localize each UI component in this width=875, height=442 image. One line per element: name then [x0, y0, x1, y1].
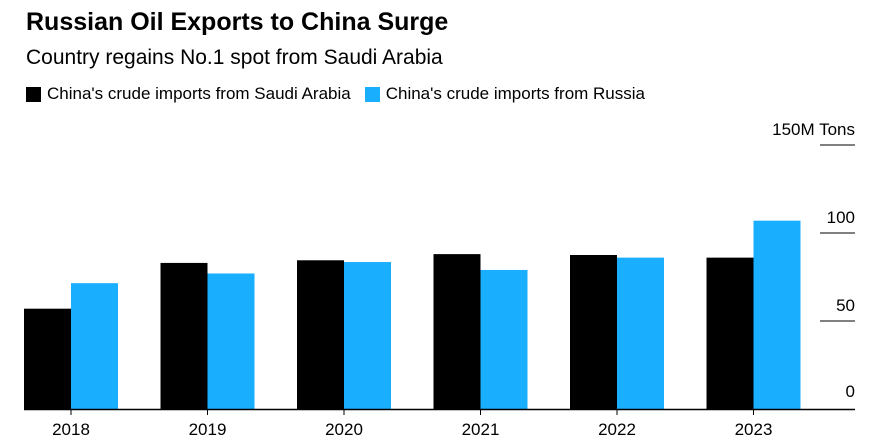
bar-russia-2020 [344, 262, 391, 409]
bar-russia-2019 [207, 273, 255, 409]
y-tick-label-100: 100 [827, 208, 855, 227]
bar-saudi-2023 [706, 257, 754, 409]
x-tick-label-2023: 2023 [735, 420, 773, 439]
legend-item-saudi: China's crude imports from Saudi Arabia [26, 84, 351, 104]
y-tick-label-50: 50 [836, 296, 855, 315]
x-tick-label-2021: 2021 [462, 420, 500, 439]
legend-label-saudi: China's crude imports from Saudi Arabia [47, 84, 351, 103]
chart-title: Russian Oil Exports to China Surge [26, 8, 449, 36]
x-tick-label-2018: 2018 [52, 420, 90, 439]
x-tick-label-2020: 2020 [325, 420, 363, 439]
chart-subtitle: Country regains No.1 spot from Saudi Ara… [26, 46, 443, 69]
x-tick-label-2022: 2022 [598, 420, 636, 439]
bar-saudi-2021 [433, 254, 481, 409]
bar-saudi-2020 [297, 260, 344, 409]
bar-russia-2018 [71, 283, 118, 409]
bar-saudi-2022 [570, 255, 617, 409]
legend-swatch-russia [364, 86, 380, 102]
legend-swatch-saudi [26, 86, 41, 102]
bar-russia-2023 [753, 220, 801, 409]
legend-label-russia: China's crude imports from Russia [385, 84, 645, 103]
y-tick-label-0: 0 [846, 382, 855, 401]
bar-russia-2022 [617, 257, 664, 409]
x-tick-label-2019: 2019 [189, 420, 227, 439]
bar-saudi-2018 [24, 308, 71, 409]
y-tick-label-150: 150M Tons [772, 120, 855, 139]
bar-saudi-2019 [160, 262, 208, 409]
legend: China's crude imports from Saudi Arabia … [26, 84, 659, 104]
bar-russia-2021 [480, 269, 528, 409]
legend-item-russia: China's crude imports from Russia [364, 84, 645, 104]
